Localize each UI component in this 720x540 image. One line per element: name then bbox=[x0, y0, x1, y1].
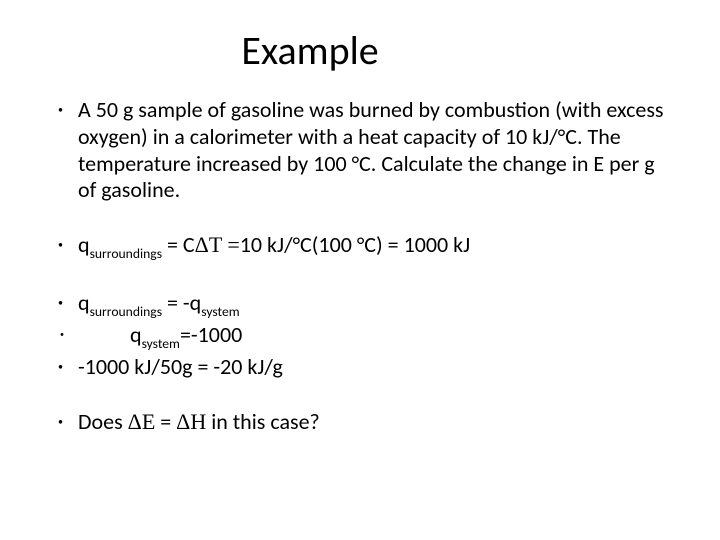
bullet-list: A 50 g sample of gasoline was burned by … bbox=[40, 97, 680, 436]
slide-title: Example bbox=[40, 26, 680, 75]
delta-e: ΔE bbox=[128, 409, 156, 434]
text: Does bbox=[78, 408, 128, 435]
subscript: system bbox=[142, 335, 180, 352]
bullet-q-surroundings-calc: qsurroundings = CΔT =10 kJ/°C(100 °C) = … bbox=[52, 232, 674, 262]
text: = bbox=[155, 408, 176, 435]
slide: Example A 50 g sample of gasoline was bu… bbox=[0, 0, 720, 540]
text: = C bbox=[162, 231, 195, 258]
text: q bbox=[78, 231, 90, 258]
text: 10 kJ/°C(100 °C) = 1000 kJ bbox=[240, 231, 470, 258]
delta-h: ΔH bbox=[176, 409, 206, 434]
bullet-per-gram: -1000 kJ/50g = -20 kJ/g bbox=[52, 354, 674, 381]
delta-t: ΔT = bbox=[195, 232, 240, 257]
subscript: system bbox=[201, 303, 239, 320]
text: q bbox=[130, 321, 142, 348]
bullet-q-relation: qsurroundings = -qsystem bbox=[52, 290, 674, 320]
text: in this case? bbox=[206, 408, 320, 435]
subscript: surroundings bbox=[90, 303, 162, 320]
subscript: surroundings bbox=[90, 245, 162, 262]
bullet-problem: A 50 g sample of gasoline was burned by … bbox=[52, 97, 674, 204]
bullet-q-system: qsystem=-1000 bbox=[52, 322, 674, 352]
bullet-question: Does ΔE = ΔH in this case? bbox=[52, 409, 674, 436]
text: = -q bbox=[162, 289, 201, 316]
text: q bbox=[78, 289, 90, 316]
text: =-1000 bbox=[180, 321, 242, 348]
